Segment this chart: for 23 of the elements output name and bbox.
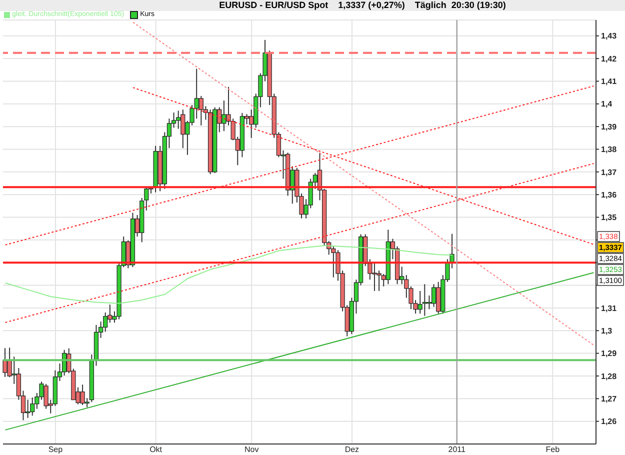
y-tick-label: 1,43 (601, 32, 618, 41)
candlestick (431, 284, 436, 308)
y-tick-label: 1,26 (601, 417, 618, 426)
x-tick-label: Okt (150, 445, 163, 454)
y-tick-label: 1,35 (601, 213, 618, 222)
x-tick-label: Dez (344, 445, 360, 454)
y-tick-label: 1,28 (601, 372, 618, 381)
y-tick-label: 1,39 (601, 122, 618, 132)
y-tick-label: 1,31 (601, 304, 618, 313)
y-tick-label: 1,37 (601, 168, 618, 177)
y-tick-label: 1,38 (601, 145, 618, 154)
y-tick-label: 1,36 (601, 190, 618, 200)
x-tick-label: Nov (244, 445, 259, 454)
y-tick-label: 1,41 (601, 77, 618, 86)
y-tick-label: 1,4 (601, 100, 613, 109)
y-tick-label: 1,29 (601, 349, 618, 358)
x-tick-label: 2011 (448, 445, 466, 454)
x-tick-label: Sep (48, 445, 64, 454)
chart-title: EURUSD - EUR/USD Spot 1,3337 (+0,27%) Täglich 20:30 (19:30) (0, 0, 625, 11)
y-tick-label: 1,27 (601, 394, 618, 404)
y-tick-label: 1,3 (601, 326, 613, 336)
x-tick-label: Feb (546, 445, 560, 454)
y-tick-label: 1,42 (601, 54, 618, 64)
